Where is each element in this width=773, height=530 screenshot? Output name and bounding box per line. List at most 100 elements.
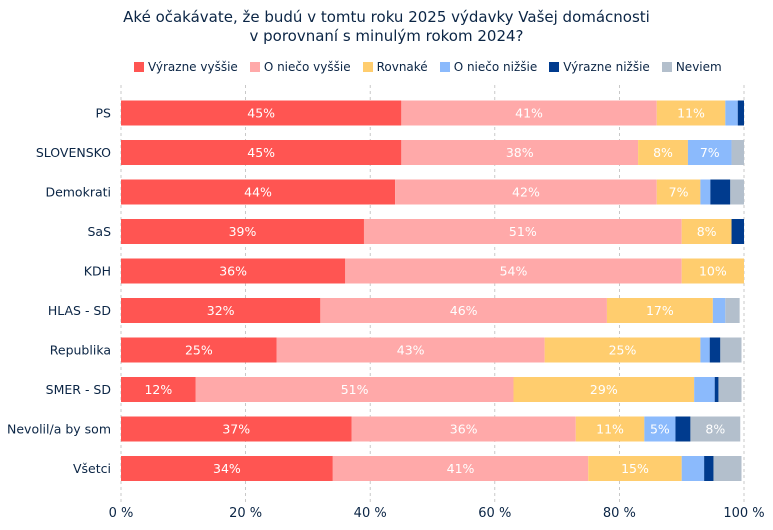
bar-segment [725,100,738,126]
legend-item: O niečo nižšie [439,60,537,74]
bar-segment [694,377,715,402]
bar-segment [606,298,713,323]
data-label: 44% [244,185,272,200]
bar-segment [276,337,545,363]
legend-swatch [549,62,560,72]
bar-segment [720,337,742,363]
bar-segment [687,140,732,165]
bar-segment [714,377,719,402]
data-label: 7% [669,185,689,200]
bar-segment [681,456,705,481]
bar-segment [351,416,576,442]
data-label: 45% [247,106,275,121]
category-label: PS [96,106,112,121]
legend-item: Výrazne nižšie [549,60,650,74]
bar-segment [121,219,364,244]
legend-swatch [134,62,144,72]
data-label: 12% [144,382,172,397]
bar-segment [401,140,639,165]
data-label: 25% [609,343,637,358]
bar-segment [690,416,741,442]
bar-segment [121,456,333,481]
bar-segment [681,219,732,244]
legend-label: Rovnaké [376,60,428,74]
bar-segment [401,100,657,126]
data-label: 43% [397,343,425,358]
bar-segment [730,179,744,205]
data-label: 8% [705,422,725,437]
legend-label: Výrazne vyššie [148,60,238,74]
data-label: 36% [450,422,478,437]
bar-segment [731,140,744,165]
bar-segment [656,179,701,205]
legend-item: Rovnaké [362,60,428,74]
category-label: KDH [84,264,111,279]
x-tick-label: 80 % [603,506,636,521]
bar-segment [704,456,714,481]
bar-segment [681,258,744,284]
data-label: 41% [515,106,543,121]
bar-segment [195,377,514,402]
bar-segment [121,258,346,284]
data-label: 5% [650,422,670,437]
data-label: 7% [700,145,720,160]
data-label: 41% [447,461,475,476]
legend-swatch [249,62,260,72]
category-label: SMER - SD [46,382,111,397]
bar-segment [320,298,607,323]
legend-swatch [439,62,450,72]
bar-segment [544,337,701,363]
data-label: 11% [596,422,624,437]
data-label: 17% [646,303,674,318]
legend-label: Neviem [675,60,722,74]
data-label: 8% [653,145,673,160]
bar-segment [121,416,352,442]
bar-segment [737,100,744,126]
category-label: Nevolil/a by som [7,422,111,437]
bar-segment [121,377,196,402]
x-tick-label: 0 % [109,506,134,521]
data-label: 11% [677,106,705,121]
category-label: SaS [87,224,111,239]
bar-segment [700,337,710,363]
data-label: 32% [207,303,235,318]
data-label: 10% [699,264,727,279]
bar-segment [513,377,695,402]
bar-segment [395,179,657,205]
bar-segment [709,337,721,363]
legend-label: Výrazne nižšie [563,60,650,74]
bar-segment [121,298,321,323]
data-label: 36% [219,264,247,279]
bar-segment [121,100,402,126]
bar-segment [332,456,589,481]
chart-title: Aké očakávate, že budú v tomtu roku 2025… [0,8,773,46]
data-label: 15% [621,461,649,476]
bar-segment [121,179,396,205]
bar-segment [345,258,682,284]
bar-segment [644,416,676,442]
bar-segment [725,298,740,323]
legend-item: Neviem [661,60,722,74]
bar-segment [710,179,731,205]
data-label: 29% [590,382,618,397]
bar-segment [363,219,682,244]
data-label: 37% [222,422,250,437]
x-tick-label: 20 % [229,506,262,521]
bar-segment [712,298,726,323]
legend-swatch [661,62,672,72]
chart-title-line-1: Aké očakávate, že budú v tomtu roku 2025… [123,8,650,26]
x-tick-label: 100 % [723,506,764,521]
chart-title-line-2: v porovnaní s minulým rokom 2024? [249,27,524,45]
bar-segment [638,140,688,165]
legend-swatch [362,62,373,72]
legend-item: O niečo vyššie [249,60,351,74]
data-label: 45% [247,145,275,160]
category-label: Všetci [73,461,111,476]
data-label: 54% [500,264,528,279]
bar-segment [588,456,682,481]
data-label: 34% [213,461,241,476]
data-label: 46% [450,303,478,318]
bar-segment [731,219,744,244]
bar-segment [675,416,691,442]
